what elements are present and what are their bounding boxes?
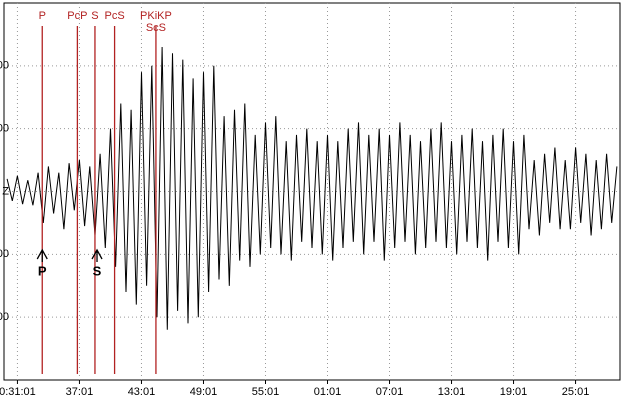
pick-arrow — [91, 248, 103, 262]
x-tick-label: 19:01 — [500, 386, 528, 398]
y-tick-label: Z — [2, 185, 9, 197]
x-tick-label: 37:01 — [66, 386, 94, 398]
x-tick-label: 0:31:01 — [0, 386, 36, 398]
x-tick-label: 13:01 — [438, 386, 466, 398]
waveform — [6, 46, 618, 330]
x-tick-label: 55:01 — [252, 386, 280, 398]
y-tick-label: 00 — [0, 311, 9, 323]
x-tick-label: 25:01 — [562, 386, 590, 398]
phase-label: PKiKP ScS — [140, 10, 172, 34]
x-tick-label: 49:01 — [190, 386, 218, 398]
phase-label: S — [91, 10, 98, 22]
phase-label: P — [39, 10, 46, 22]
x-tick-label: 07:01 — [376, 386, 404, 398]
y-tick-label: 00 — [0, 123, 9, 135]
y-tick-label: 00 — [0, 60, 9, 72]
x-tick-label: 01:01 — [314, 386, 342, 398]
pick-label: P — [38, 263, 47, 278]
pick-arrow — [36, 248, 48, 262]
pick-label: S — [93, 263, 102, 278]
phase-label: PcS — [104, 10, 124, 22]
phase-label: PcP — [67, 10, 87, 22]
x-tick-label: 43:01 — [128, 386, 156, 398]
y-tick-label: 00 — [0, 248, 9, 260]
